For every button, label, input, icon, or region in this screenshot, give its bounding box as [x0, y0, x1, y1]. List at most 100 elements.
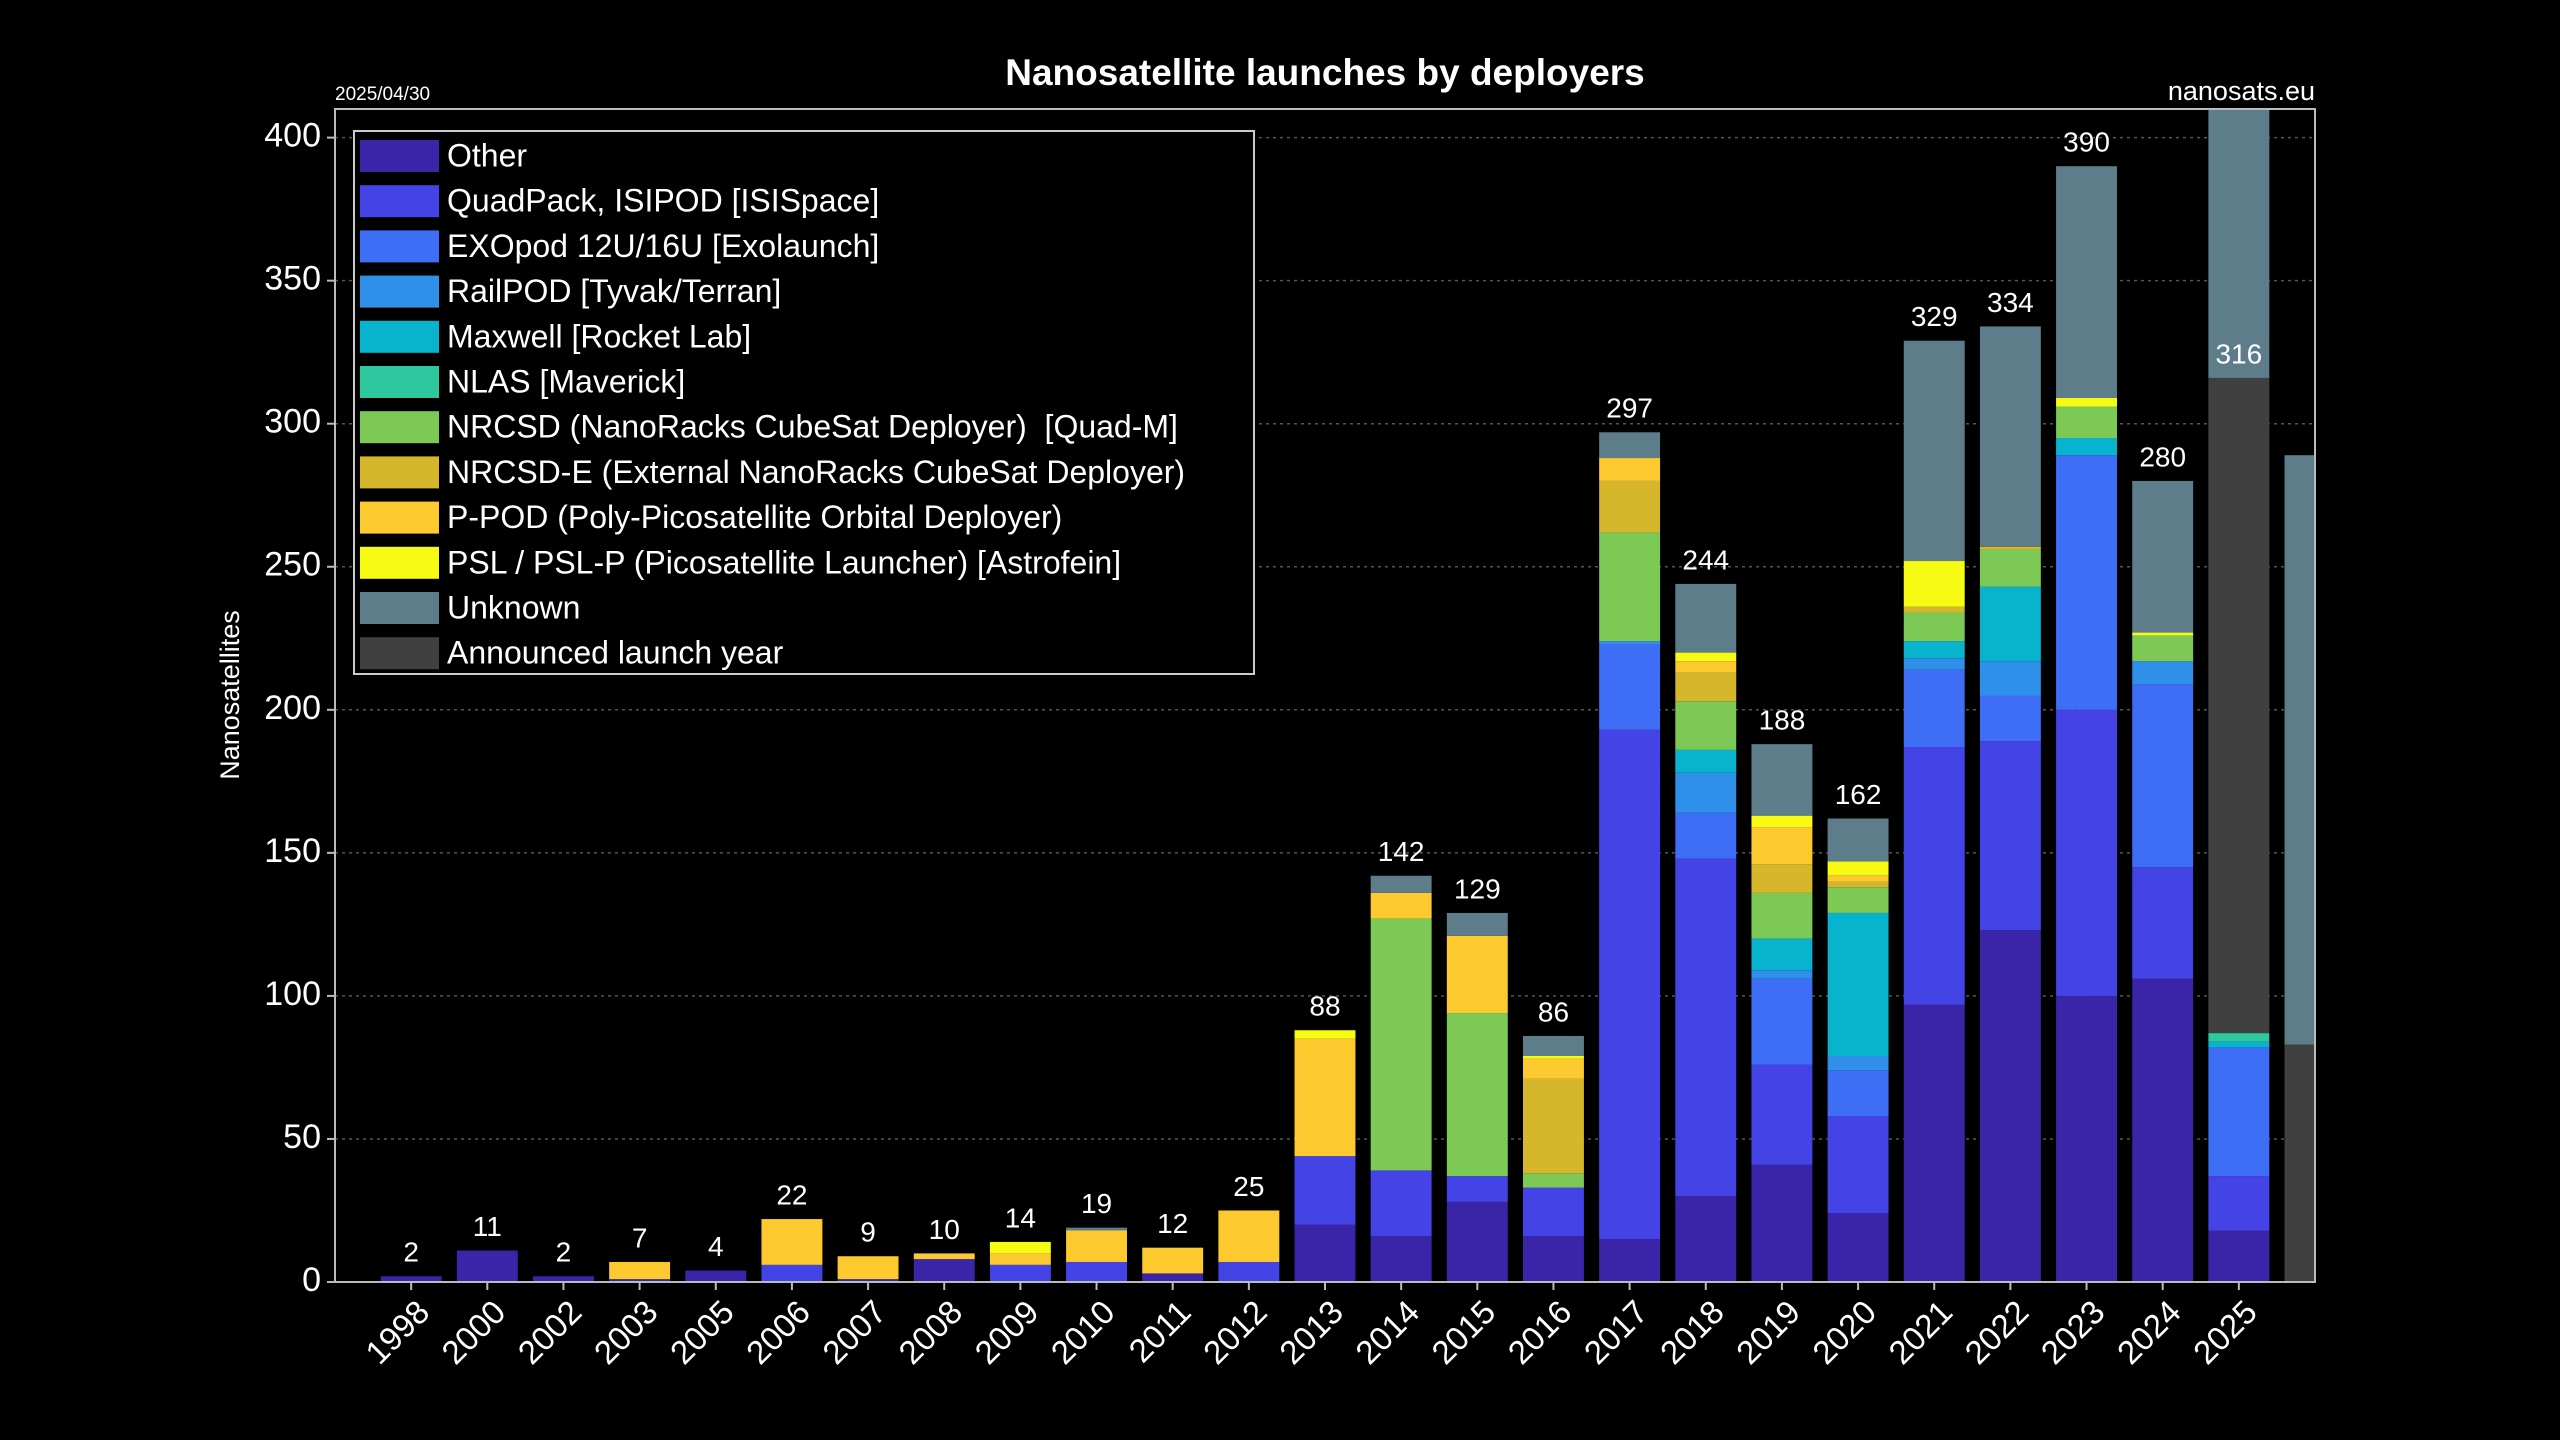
total-label: 86	[1538, 996, 1569, 1027]
bar-segment	[1523, 1236, 1584, 1282]
y-axis-label: Nanosatellites	[215, 610, 245, 780]
bar-segment	[1446, 912, 1508, 936]
legend-label: P-POD (Poly-Picosatellite Orbital Deploy…	[447, 499, 1062, 535]
legend-swatch	[360, 230, 439, 263]
bar-segment	[1827, 1055, 1889, 1071]
legend-label: NRCSD-E (External NanoRacks CubeSat Depl…	[447, 454, 1185, 490]
bar-segment	[1675, 749, 1737, 773]
bar-segment	[1675, 672, 1737, 702]
bar-segment	[1446, 1013, 1508, 1177]
bar-segment	[1599, 729, 1661, 1240]
bar-segment	[1827, 887, 1889, 913]
bar-segment	[1903, 340, 1965, 562]
bar-segment	[2208, 1047, 2270, 1177]
bar-segment	[1523, 1078, 1584, 1174]
legend-label: EXOpod 12U/16U [Exolaunch]	[447, 228, 879, 264]
legend-swatch	[360, 185, 439, 218]
total-label: 2	[556, 1237, 572, 1268]
total-label: 297	[1606, 393, 1653, 424]
bar-segment	[1979, 586, 2041, 662]
bar-segment	[1827, 912, 1889, 1056]
bar-segment	[1142, 1273, 1204, 1282]
total-label: 10	[929, 1214, 960, 1245]
x-tick-label: 2005	[663, 1293, 741, 1371]
bar-segment	[1903, 612, 1965, 642]
total-label: 12	[1157, 1208, 1188, 1239]
legend-swatch	[360, 592, 439, 624]
bar-segment	[1827, 818, 1889, 862]
bar-segment	[913, 1259, 975, 1282]
legend-swatch	[360, 366, 439, 398]
bar-segment	[2132, 480, 2194, 633]
x-tick-label: 2011	[1121, 1293, 1197, 1369]
y-tick-label: 100	[264, 975, 321, 1013]
total-label: 4	[708, 1231, 724, 1262]
bar-segment	[1903, 658, 1965, 670]
bar-segment	[913, 1253, 975, 1260]
bar-segment	[2208, 1041, 2270, 1048]
bar-segment	[1979, 549, 2041, 587]
y-tick-label: 300	[264, 403, 321, 441]
legend-label: RailPOD [Tyvak/Terran]	[447, 273, 781, 309]
bar-segment	[989, 1241, 1051, 1254]
total-label: 22	[776, 1179, 807, 1210]
source-label: nanosats.eu	[2168, 76, 2315, 106]
total-label: 88	[1309, 991, 1340, 1022]
y-tick-label: 50	[283, 1118, 321, 1156]
bar-segment	[1370, 892, 1432, 919]
total-label: 9	[860, 1217, 876, 1248]
bar-segment	[2208, 109, 2270, 378]
bar-segment	[1066, 1227, 1127, 1231]
bar-segment	[1599, 641, 1661, 645]
legend-label: QuadPack, ISIPOD [ISISpace]	[447, 183, 879, 219]
legend-label: Announced launch year	[447, 635, 784, 671]
total-label: 390	[2063, 127, 2110, 158]
bar-segment	[1523, 1035, 1584, 1056]
bar-segment	[1066, 1261, 1127, 1282]
legend-label: NLAS [Maverick]	[447, 363, 685, 399]
x-tick-label: 2025	[2186, 1293, 2264, 1371]
total-label: 188	[1759, 705, 1806, 736]
bar-segment	[1675, 701, 1737, 750]
x-tick-label: 2017	[1577, 1293, 1655, 1371]
bar-segment	[2132, 684, 2194, 868]
x-tick-label: 2023	[2034, 1293, 2112, 1371]
bar-segment	[1751, 938, 1813, 971]
legend-swatch	[360, 637, 439, 670]
bars	[380, 109, 2315, 1282]
legend-swatch	[360, 320, 439, 353]
bar-segment	[1751, 1164, 1813, 1282]
legend-swatch	[360, 501, 439, 534]
bar-segment	[2132, 978, 2194, 1282]
bar-segment	[1218, 1210, 1280, 1262]
bar-segment	[1751, 827, 1813, 865]
axes-frame	[334, 108, 2316, 1283]
y-tick-label: 400	[264, 117, 321, 155]
legend-swatch	[360, 275, 439, 308]
bar-segment	[1751, 978, 1813, 1065]
y-tick-label: 200	[264, 689, 321, 727]
bar-segment	[1827, 1213, 1889, 1282]
bar-segment	[1675, 1196, 1737, 1282]
bar-segment	[1903, 746, 1965, 1005]
bar-segment	[1523, 1058, 1584, 1079]
bar-segment	[1751, 744, 1813, 816]
bar-segment	[1599, 644, 1661, 730]
x-tick-label: 2016	[1500, 1293, 1578, 1371]
total-label: 19	[1081, 1188, 1112, 1219]
bar-segment	[837, 1279, 899, 1282]
bar-segment	[1979, 326, 2041, 547]
bar-segment	[1675, 652, 1737, 662]
bar-segment	[2208, 1176, 2270, 1231]
x-tick-label: 2020	[1805, 1293, 1883, 1371]
bar-segment	[1599, 480, 1661, 533]
x-tick-label: 1998	[358, 1293, 436, 1371]
bar-segment	[1979, 930, 2041, 1282]
bar-segment	[609, 1261, 671, 1280]
bar-segment	[2208, 377, 2270, 1034]
total-label: 142	[1378, 836, 1425, 867]
date-label: 2025/04/30	[335, 84, 430, 105]
bar-segment	[1446, 935, 1508, 1014]
bar-segment	[380, 1276, 442, 1282]
x-tick-label: 2008	[891, 1293, 969, 1371]
